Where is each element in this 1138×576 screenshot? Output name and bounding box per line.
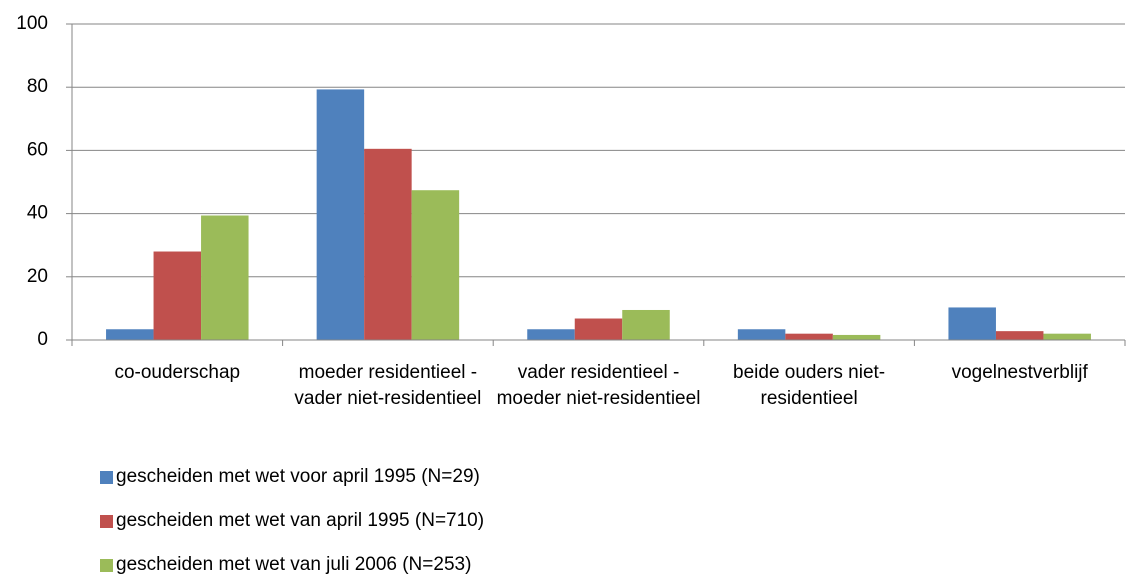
bar <box>995 331 1044 340</box>
y-tick-label: 40 <box>27 203 48 224</box>
bar <box>527 329 575 340</box>
legend-item: gescheiden met wet van juli 2006 (N=253) <box>100 554 625 576</box>
legend-swatch <box>100 514 113 528</box>
chart: 0 20 40 60 80 100 gescheiden met wet voor apr… <box>16 13 1126 575</box>
legend-label: gescheiden met wet van april 1995 (N=710… <box>116 510 485 531</box>
x-tick-label: moeder residentieel - vader niet-residen… <box>294 362 482 409</box>
bar <box>737 329 786 340</box>
bar <box>622 309 670 340</box>
bar <box>153 251 202 340</box>
legend-swatch <box>100 470 113 484</box>
y-tick-label: 0 <box>37 329 48 350</box>
legend-item: gescheiden met wet voor april 1995 (N=29… <box>100 466 625 488</box>
bar <box>411 190 460 340</box>
legend-label: gescheiden met wet van juli 2006 (N=253) <box>116 554 472 575</box>
y-tick-label: 100 <box>16 13 48 34</box>
y-tick-label: 80 <box>27 76 48 97</box>
bar <box>1043 333 1091 340</box>
x-tick-label: vogelnestverblijf <box>951 362 1088 383</box>
y-tick-label: 60 <box>27 139 48 160</box>
legend: gescheiden met wet voor april 1995 (N=29… <box>100 466 1138 576</box>
bar <box>316 89 365 340</box>
x-tick-label: vader residentieel - moeder niet-residen… <box>496 362 701 409</box>
bar <box>201 215 249 340</box>
legend-item: gescheiden met wet van april 1995 (N=710… <box>100 510 625 532</box>
bar <box>832 334 881 340</box>
bar <box>574 318 623 340</box>
plot: 0 20 40 60 80 100 <box>16 13 1126 350</box>
bar <box>364 148 412 340</box>
legend-label: gescheiden met wet voor april 1995 (N=29… <box>116 466 480 487</box>
bar <box>106 329 154 340</box>
bar <box>948 307 996 340</box>
bar <box>785 333 833 340</box>
y-tick-label: 20 <box>27 266 48 287</box>
legend-swatch <box>100 558 113 572</box>
x-tick-label: beide ouders niet-residentieel <box>733 362 886 409</box>
x-tick-label: co-ouderschap <box>114 362 241 383</box>
